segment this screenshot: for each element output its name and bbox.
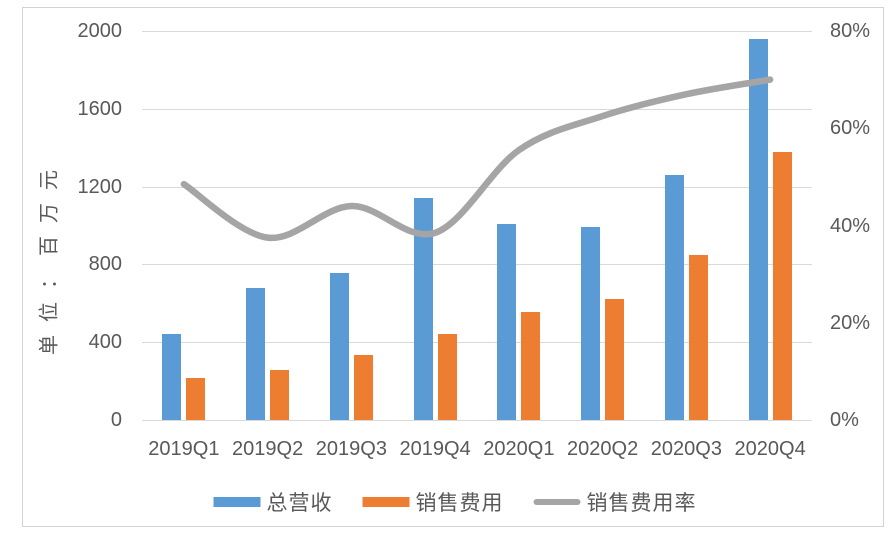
bar-revenue — [246, 287, 266, 420]
expense-ratio-line — [180, 76, 774, 242]
bar-revenue — [581, 227, 601, 420]
left-axis-tick-label: 0 — [110, 409, 122, 431]
left-axis-tick-label: 1600 — [77, 97, 123, 120]
gridline — [142, 264, 812, 266]
x-axis-label: 2019Q3 — [315, 438, 387, 460]
bar-selling-expense — [688, 254, 708, 420]
bar-selling-expense — [437, 334, 457, 420]
left-axis-tick-label: 400 — [88, 331, 122, 354]
right-axis-tick-label: 60% — [830, 117, 871, 140]
bar-selling-expense — [270, 370, 290, 420]
gridline — [142, 420, 812, 421]
legend-swatch-selling-expense-ratio — [533, 499, 581, 505]
legend-item-selling-expense-ratio: 销售费用率 — [533, 487, 697, 517]
legend-item-selling-expense: 销售费用 — [362, 487, 504, 517]
bar-selling-expense — [353, 354, 373, 420]
legend-label-selling-expense-ratio: 销售费用率 — [586, 492, 697, 515]
chart-frame — [22, 7, 884, 527]
legend: 总营收 销售费用 销售费用率 — [213, 487, 697, 517]
left-axis-tick-label: 800 — [88, 253, 122, 276]
expense-ratio-line-path — [180, 76, 774, 242]
bar-revenue — [329, 273, 349, 420]
right-axis-tick-label: 40% — [830, 214, 871, 237]
gridline — [142, 108, 812, 110]
gridline — [142, 342, 812, 344]
x-axis-label: 2019Q2 — [232, 438, 304, 460]
bar-revenue — [748, 38, 768, 420]
right-axis-tick-label: 20% — [830, 311, 871, 334]
bar-selling-expense — [605, 299, 625, 420]
legend-swatch-selling-expense — [362, 497, 410, 507]
x-axis-label: 2019Q4 — [399, 438, 471, 460]
bar-revenue — [162, 334, 182, 420]
left-axis-tick-label: 1200 — [77, 175, 123, 198]
legend-item-revenue: 总营收 — [213, 487, 333, 517]
bar-selling-expense — [186, 378, 206, 420]
x-axis-label: 2020Q1 — [483, 438, 555, 460]
right-axis-tick-label: 0% — [830, 409, 859, 431]
x-axis-label: 2019Q1 — [148, 438, 220, 460]
bar-selling-expense — [772, 151, 792, 420]
x-axis-label: 2020Q3 — [650, 438, 722, 460]
left-axis-tick-label: 2000 — [77, 20, 123, 42]
x-axis-label: 2020Q4 — [734, 438, 806, 460]
gridline — [142, 186, 812, 188]
bar-revenue — [497, 223, 517, 420]
right-axis-tick-label: 80% — [830, 20, 871, 42]
bar-revenue — [413, 198, 433, 420]
bar-selling-expense — [521, 312, 541, 420]
legend-label-revenue: 总营收 — [266, 492, 333, 515]
legend-swatch-revenue — [213, 497, 261, 507]
x-axis-label: 2020Q2 — [567, 438, 639, 460]
legend-label-selling-expense: 销售费用 — [415, 492, 504, 515]
gridline — [142, 31, 812, 32]
bar-revenue — [664, 174, 684, 420]
